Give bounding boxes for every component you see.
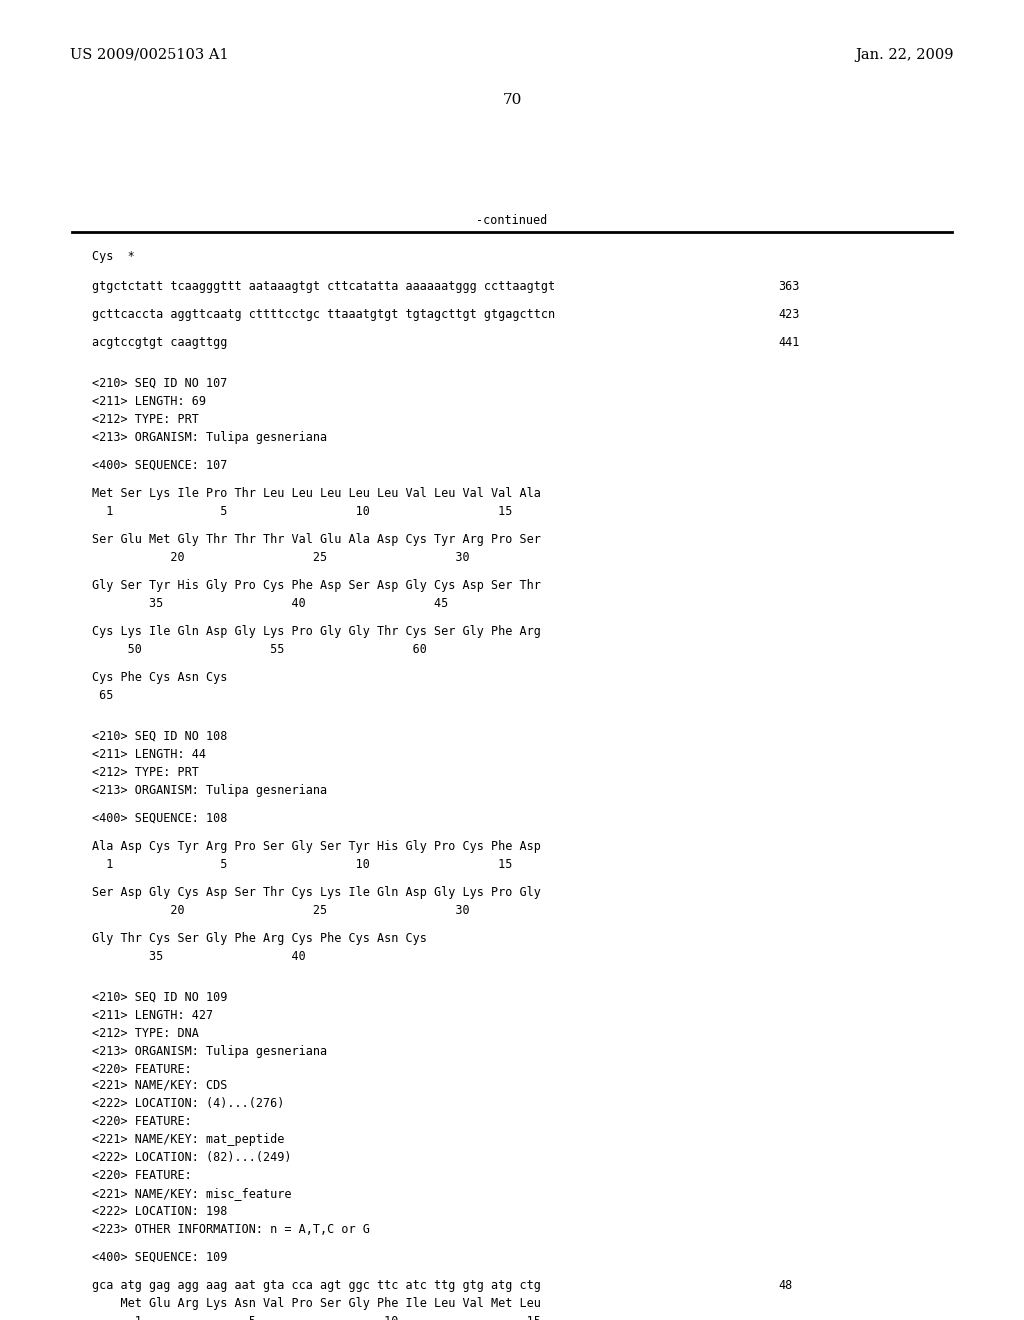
Text: 20                  25                  30: 20 25 30 [92, 550, 470, 564]
Text: gtgctctatt tcaagggttt aataaagtgt cttcatatta aaaaaatggg ccttaagtgt: gtgctctatt tcaagggttt aataaagtgt cttcata… [92, 280, 555, 293]
Text: <210> SEQ ID NO 107: <210> SEQ ID NO 107 [92, 378, 227, 389]
Text: 363: 363 [778, 280, 800, 293]
Text: <221> NAME/KEY: mat_peptide: <221> NAME/KEY: mat_peptide [92, 1133, 285, 1146]
Text: <220> FEATURE:: <220> FEATURE: [92, 1063, 191, 1076]
Text: <211> LENGTH: 69: <211> LENGTH: 69 [92, 395, 206, 408]
Text: <210> SEQ ID NO 108: <210> SEQ ID NO 108 [92, 730, 227, 743]
Text: 35                  40                  45: 35 40 45 [92, 597, 449, 610]
Text: Cys  *: Cys * [92, 249, 135, 263]
Text: Ala Asp Cys Tyr Arg Pro Ser Gly Ser Tyr His Gly Pro Cys Phe Asp: Ala Asp Cys Tyr Arg Pro Ser Gly Ser Tyr … [92, 840, 541, 853]
Text: <220> FEATURE:: <220> FEATURE: [92, 1115, 191, 1129]
Text: acgtccgtgt caagttgg: acgtccgtgt caagttgg [92, 337, 227, 348]
Text: 423: 423 [778, 308, 800, 321]
Text: Met Glu Arg Lys Asn Val Pro Ser Gly Phe Ile Leu Val Met Leu: Met Glu Arg Lys Asn Val Pro Ser Gly Phe … [92, 1298, 541, 1309]
Text: US 2009/0025103 A1: US 2009/0025103 A1 [70, 48, 228, 62]
Text: <213> ORGANISM: Tulipa gesneriana: <213> ORGANISM: Tulipa gesneriana [92, 1045, 328, 1059]
Text: <213> ORGANISM: Tulipa gesneriana: <213> ORGANISM: Tulipa gesneriana [92, 784, 328, 797]
Text: <400> SEQUENCE: 109: <400> SEQUENCE: 109 [92, 1251, 227, 1265]
Text: Cys Phe Cys Asn Cys: Cys Phe Cys Asn Cys [92, 671, 227, 684]
Text: Gly Thr Cys Ser Gly Phe Arg Cys Phe Cys Asn Cys: Gly Thr Cys Ser Gly Phe Arg Cys Phe Cys … [92, 932, 427, 945]
Text: <400> SEQUENCE: 107: <400> SEQUENCE: 107 [92, 459, 227, 473]
Text: gca atg gag agg aag aat gta cca agt ggc ttc atc ttg gtg atg ctg: gca atg gag agg aag aat gta cca agt ggc … [92, 1279, 541, 1292]
Text: Ser Glu Met Gly Thr Thr Thr Val Glu Ala Asp Cys Tyr Arg Pro Ser: Ser Glu Met Gly Thr Thr Thr Val Glu Ala … [92, 533, 541, 546]
Text: 1               5                  10                  15: 1 5 10 15 [92, 506, 513, 517]
Text: 441: 441 [778, 337, 800, 348]
Text: 20                  25                  30: 20 25 30 [92, 904, 470, 917]
Text: 35                  40: 35 40 [92, 950, 306, 964]
Text: 50                  55                  60: 50 55 60 [92, 643, 427, 656]
Text: <211> LENGTH: 44: <211> LENGTH: 44 [92, 748, 206, 762]
Text: <223> OTHER INFORMATION: n = A,T,C or G: <223> OTHER INFORMATION: n = A,T,C or G [92, 1224, 370, 1236]
Text: <211> LENGTH: 427: <211> LENGTH: 427 [92, 1008, 213, 1022]
Text: 70: 70 [503, 92, 521, 107]
Text: <221> NAME/KEY: misc_feature: <221> NAME/KEY: misc_feature [92, 1187, 292, 1200]
Text: gcttcaccta aggttcaatg cttttcctgc ttaaatgtgt tgtagcttgt gtgagcttcn: gcttcaccta aggttcaatg cttttcctgc ttaaatg… [92, 308, 555, 321]
Text: <221> NAME/KEY: CDS: <221> NAME/KEY: CDS [92, 1078, 227, 1092]
Text: 65: 65 [92, 689, 114, 702]
Text: Jan. 22, 2009: Jan. 22, 2009 [855, 48, 954, 62]
Text: <222> LOCATION: (82)...(249): <222> LOCATION: (82)...(249) [92, 1151, 292, 1164]
Text: <212> TYPE: PRT: <212> TYPE: PRT [92, 413, 199, 426]
Text: <210> SEQ ID NO 109: <210> SEQ ID NO 109 [92, 991, 227, 1005]
Text: Ser Asp Gly Cys Asp Ser Thr Cys Lys Ile Gln Asp Gly Lys Pro Gly: Ser Asp Gly Cys Asp Ser Thr Cys Lys Ile … [92, 886, 541, 899]
Text: <220> FEATURE:: <220> FEATURE: [92, 1170, 191, 1181]
Text: 48: 48 [778, 1279, 793, 1292]
Text: 1               5                  10                  15: 1 5 10 15 [92, 1315, 541, 1320]
Text: Cys Lys Ile Gln Asp Gly Lys Pro Gly Gly Thr Cys Ser Gly Phe Arg: Cys Lys Ile Gln Asp Gly Lys Pro Gly Gly … [92, 624, 541, 638]
Text: Gly Ser Tyr His Gly Pro Cys Phe Asp Ser Asp Gly Cys Asp Ser Thr: Gly Ser Tyr His Gly Pro Cys Phe Asp Ser … [92, 579, 541, 591]
Text: <212> TYPE: DNA: <212> TYPE: DNA [92, 1027, 199, 1040]
Text: <212> TYPE: PRT: <212> TYPE: PRT [92, 766, 199, 779]
Text: Met Ser Lys Ile Pro Thr Leu Leu Leu Leu Leu Val Leu Val Val Ala: Met Ser Lys Ile Pro Thr Leu Leu Leu Leu … [92, 487, 541, 500]
Text: <222> LOCATION: (4)...(276): <222> LOCATION: (4)...(276) [92, 1097, 285, 1110]
Text: <222> LOCATION: 198: <222> LOCATION: 198 [92, 1205, 227, 1218]
Text: 1               5                  10                  15: 1 5 10 15 [92, 858, 513, 871]
Text: <213> ORGANISM: Tulipa gesneriana: <213> ORGANISM: Tulipa gesneriana [92, 432, 328, 444]
Text: -continued: -continued [476, 214, 548, 227]
Text: <400> SEQUENCE: 108: <400> SEQUENCE: 108 [92, 812, 227, 825]
